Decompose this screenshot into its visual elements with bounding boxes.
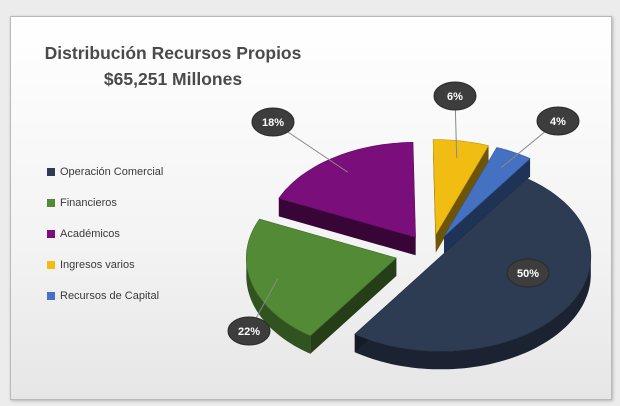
legend-item-recursos-de-capital: Recursos de Capital xyxy=(47,289,163,303)
label-text: 6% xyxy=(447,91,463,103)
label-bubble xyxy=(506,258,550,288)
slice-top xyxy=(443,147,531,237)
legend-swatch xyxy=(47,261,55,269)
legend-swatch xyxy=(47,199,55,207)
label-bubble xyxy=(251,107,295,137)
legend-item-academicos: Académicos xyxy=(47,227,163,241)
data-label-0: 50% xyxy=(506,258,550,288)
label-text: 22% xyxy=(238,326,260,338)
legend-label: Financieros xyxy=(60,197,117,209)
slice-cut-face xyxy=(435,145,489,253)
slice-cut-face xyxy=(278,198,416,256)
legend-swatch xyxy=(47,168,55,176)
chart-title-line1: Distribución Recursos Propios xyxy=(45,43,302,63)
label-bubble xyxy=(536,106,580,136)
label-text: 18% xyxy=(262,117,284,129)
legend-label: Ingresos varios xyxy=(60,259,135,271)
legend-item-operacion-comercial: Operación Comercial xyxy=(47,165,163,179)
label-bubble xyxy=(433,81,477,111)
pie-slices xyxy=(246,139,592,370)
legend-label: Académicos xyxy=(60,228,120,240)
slice-side-wall xyxy=(246,257,311,354)
legend-label: Recursos de Capital xyxy=(60,290,160,302)
slice-top xyxy=(354,178,592,352)
pie-slice-4 xyxy=(443,147,531,255)
slice-top xyxy=(278,141,416,238)
legend-swatch xyxy=(47,230,55,238)
data-labels: 50% 22% 18% 6% 4% xyxy=(227,81,580,346)
slice-top xyxy=(246,218,397,337)
chart-container: Distribución Recursos Propios $65,251 Mi… xyxy=(10,16,612,400)
legend-label: Operación Comercial xyxy=(60,166,164,178)
data-label-3: 6% xyxy=(433,81,477,158)
data-label-2: 18% xyxy=(251,107,349,173)
chart-title-line2: $65,251 Millones xyxy=(104,69,242,89)
legend-item-financieros: Financieros xyxy=(47,196,163,210)
pie-slice-3 xyxy=(432,139,489,253)
data-label-1: 22% xyxy=(227,278,279,346)
slice-side-wall xyxy=(354,254,591,370)
slice-cut-face xyxy=(444,158,531,255)
label-bubble xyxy=(227,316,271,346)
label-text: 4% xyxy=(550,116,566,128)
pie-chart: Distribución Recursos Propios $65,251 Mi… xyxy=(45,43,592,370)
pie-slice-2 xyxy=(278,141,416,256)
legend-item-ingresos-varios: Ingresos varios xyxy=(47,258,163,272)
pie-slice-1 xyxy=(246,218,397,354)
slice-top xyxy=(432,139,489,236)
pie-slice-0 xyxy=(354,178,592,370)
label-text: 50% xyxy=(517,268,539,280)
slice-cut-face xyxy=(310,258,397,354)
legend: Operación Comercial Financieros Académic… xyxy=(47,165,163,320)
legend-swatch xyxy=(47,292,55,300)
data-label-4: 4% xyxy=(501,106,580,168)
